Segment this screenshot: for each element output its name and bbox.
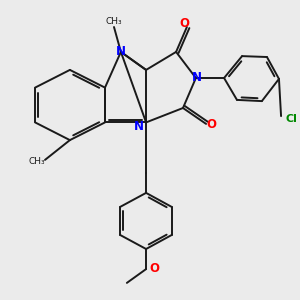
Text: N: N <box>191 71 202 84</box>
Text: O: O <box>206 118 217 131</box>
Text: N: N <box>134 120 144 134</box>
Text: Cl: Cl <box>286 113 297 124</box>
Text: CH₃: CH₃ <box>106 17 122 26</box>
Text: CH₃: CH₃ <box>28 157 45 166</box>
Text: O: O <box>149 262 159 275</box>
Text: N: N <box>116 45 126 58</box>
Text: O: O <box>179 16 190 30</box>
